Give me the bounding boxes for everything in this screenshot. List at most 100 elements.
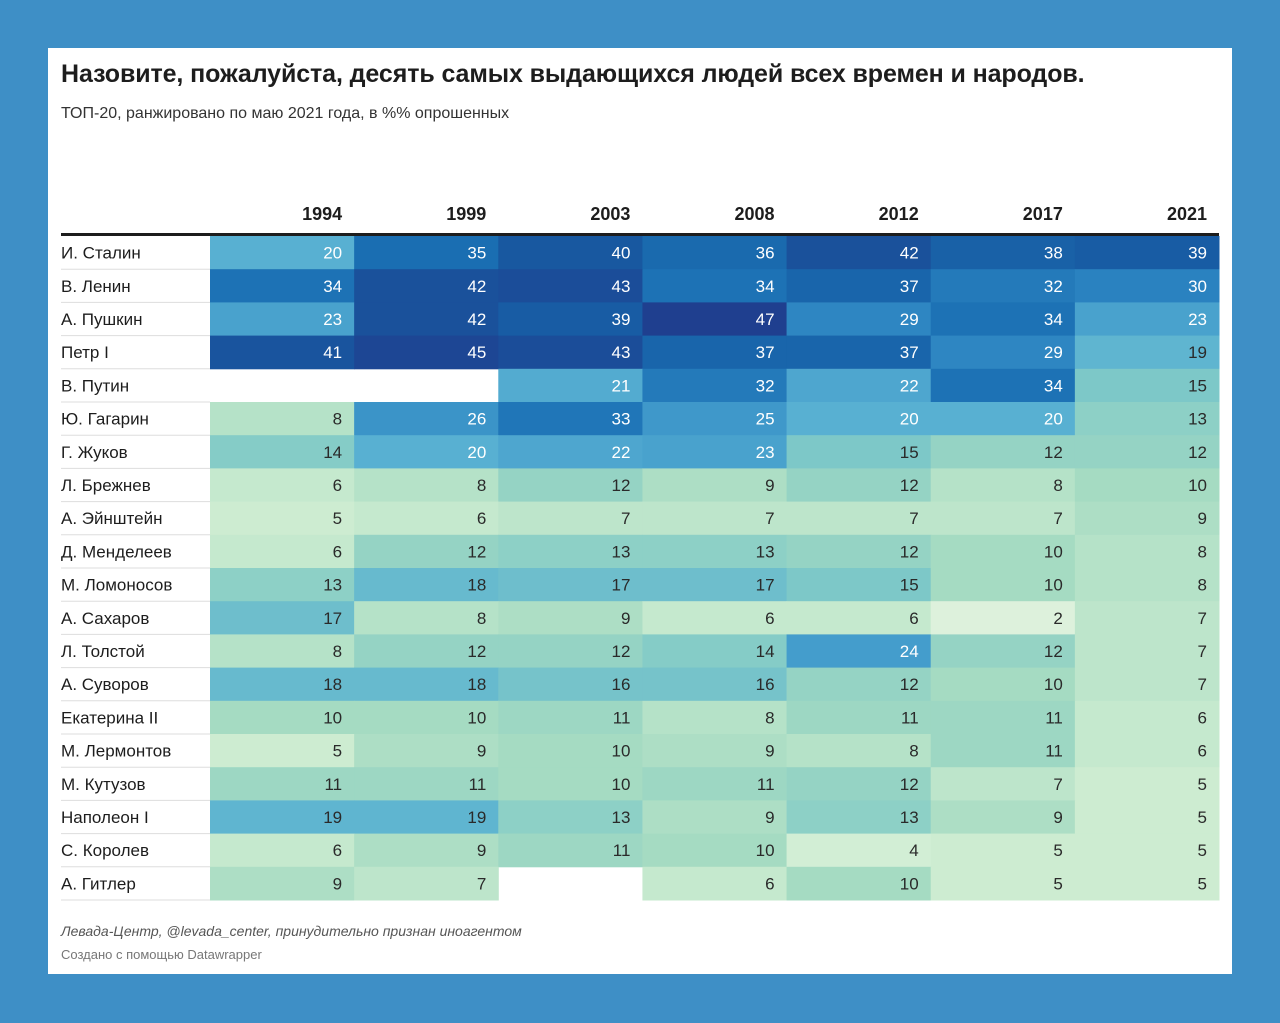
heatmap-cell <box>498 800 643 835</box>
cell-value: 8 <box>909 742 918 761</box>
cell-value: 19 <box>323 808 342 827</box>
cell-value: 9 <box>477 742 486 761</box>
cell-value: 11 <box>757 775 775 794</box>
cell-value: 15 <box>900 576 919 595</box>
cell-value: 36 <box>756 244 775 263</box>
cell-value: 12 <box>467 542 486 561</box>
cell-value: 11 <box>324 775 342 794</box>
heatmap-cell <box>930 734 1076 768</box>
cell-value: 9 <box>1198 509 1207 528</box>
cell-value: 37 <box>900 277 919 296</box>
heatmap-cell <box>498 601 643 635</box>
heatmap-cell <box>930 767 1076 801</box>
cell-value: 10 <box>1188 476 1207 495</box>
heatmap-cell <box>930 501 1076 536</box>
heatmap-cell <box>642 568 788 602</box>
heatmap-cell <box>1074 601 1220 635</box>
heatmap-cell <box>354 734 499 768</box>
cell-value: 29 <box>1044 343 1063 362</box>
heatmap-cell <box>786 302 932 337</box>
heatmap-cell <box>786 734 932 768</box>
cell-value: 11 <box>613 841 631 860</box>
heatmap-cell <box>210 302 355 337</box>
heatmap-cell <box>498 435 643 469</box>
cell-value: 7 <box>1198 675 1207 694</box>
heatmap-cell <box>642 435 788 469</box>
cell-value: 6 <box>765 609 774 628</box>
cell-value: 4 <box>909 841 918 860</box>
cell-value: 10 <box>900 874 919 893</box>
heatmap-cell <box>498 767 643 801</box>
cell-value: 9 <box>1053 808 1062 827</box>
cell-value: 41 <box>323 343 342 362</box>
heatmap-cell <box>786 667 932 702</box>
cell-value: 7 <box>765 509 774 528</box>
heatmap-cell <box>1074 302 1220 337</box>
cell-value: 17 <box>612 576 631 595</box>
heatmap-cell <box>210 402 355 436</box>
cell-value: 16 <box>756 675 775 694</box>
cell-value: 22 <box>612 443 631 462</box>
cell-value: 10 <box>467 708 486 727</box>
heatmap-cell <box>1074 833 1220 868</box>
heatmap-cell <box>930 601 1076 635</box>
cell-value: 8 <box>333 410 342 429</box>
cell-value: 6 <box>765 874 774 893</box>
row-label: А. Сахаров <box>61 609 149 628</box>
cell-value: 43 <box>612 343 631 362</box>
heatmap-cell <box>786 435 932 469</box>
header-rule <box>61 233 1219 236</box>
row-label: Д. Менделеев <box>61 542 172 561</box>
cell-value: 8 <box>477 609 486 628</box>
heatmap-cell <box>1074 468 1220 503</box>
cell-value: 34 <box>1044 310 1063 329</box>
cell-value: 42 <box>467 277 486 296</box>
cell-value: 12 <box>612 476 631 495</box>
cell-value: 7 <box>1053 509 1062 528</box>
heatmap-cell <box>210 667 355 702</box>
cell-value: 7 <box>477 874 486 893</box>
heatmap-cell <box>930 236 1076 270</box>
heatmap-cell <box>210 833 355 868</box>
column-header-1999: 1999 <box>446 204 486 224</box>
cell-value: 13 <box>756 542 775 561</box>
row-label: М. Кутузов <box>61 775 146 794</box>
heatmap-cell <box>354 700 499 735</box>
row-label: Петр I <box>61 343 109 362</box>
heatmap-cell <box>642 601 788 635</box>
cell-value: 9 <box>621 609 630 628</box>
heatmap-cell <box>642 368 788 403</box>
cell-value: 7 <box>621 509 630 528</box>
cell-value: 17 <box>756 576 775 595</box>
heatmap-cell <box>354 468 499 503</box>
heatmap-cell <box>1074 568 1220 602</box>
chart-title: Назовите, пожалуйста, десять самых выдаю… <box>61 60 1085 88</box>
heatmap-cell <box>354 866 499 901</box>
cell-value: 23 <box>323 310 342 329</box>
heatmap-cell <box>642 236 788 270</box>
row-label: Ю. Гагарин <box>61 410 149 429</box>
cell-value: 12 <box>612 642 631 661</box>
heatmap-cell <box>1074 501 1220 536</box>
cell-value: 18 <box>467 675 486 694</box>
cell-value: 5 <box>1053 841 1062 860</box>
cell-value: 8 <box>765 708 774 727</box>
heatmap-cell <box>210 700 355 735</box>
heatmap-cell <box>498 700 643 735</box>
cell-value: 45 <box>467 343 486 362</box>
heatmap-cell <box>930 302 1076 337</box>
heatmap-cell <box>354 236 499 270</box>
row-label: Л. Брежнев <box>61 476 151 495</box>
cell-value: 5 <box>1198 775 1207 794</box>
heatmap-cell <box>1074 368 1220 403</box>
heatmap-cell <box>498 468 643 503</box>
heatmap-cell <box>354 335 499 370</box>
cell-value: 23 <box>1188 310 1207 329</box>
heatmap-cell <box>786 866 932 901</box>
chart-subtitle: ТОП-20, ранжировано по маю 2021 года, в … <box>61 105 510 122</box>
heatmap-cell <box>1074 335 1220 370</box>
column-header-2003: 2003 <box>590 204 630 224</box>
heatmap-cell <box>498 534 643 569</box>
heatmap-cell <box>210 601 355 635</box>
